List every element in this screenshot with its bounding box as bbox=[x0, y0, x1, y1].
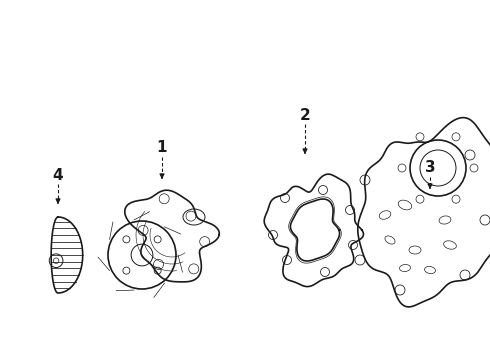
Text: 1: 1 bbox=[157, 140, 167, 156]
Text: 2: 2 bbox=[299, 108, 310, 122]
Text: 3: 3 bbox=[425, 161, 435, 175]
Text: 4: 4 bbox=[53, 167, 63, 183]
